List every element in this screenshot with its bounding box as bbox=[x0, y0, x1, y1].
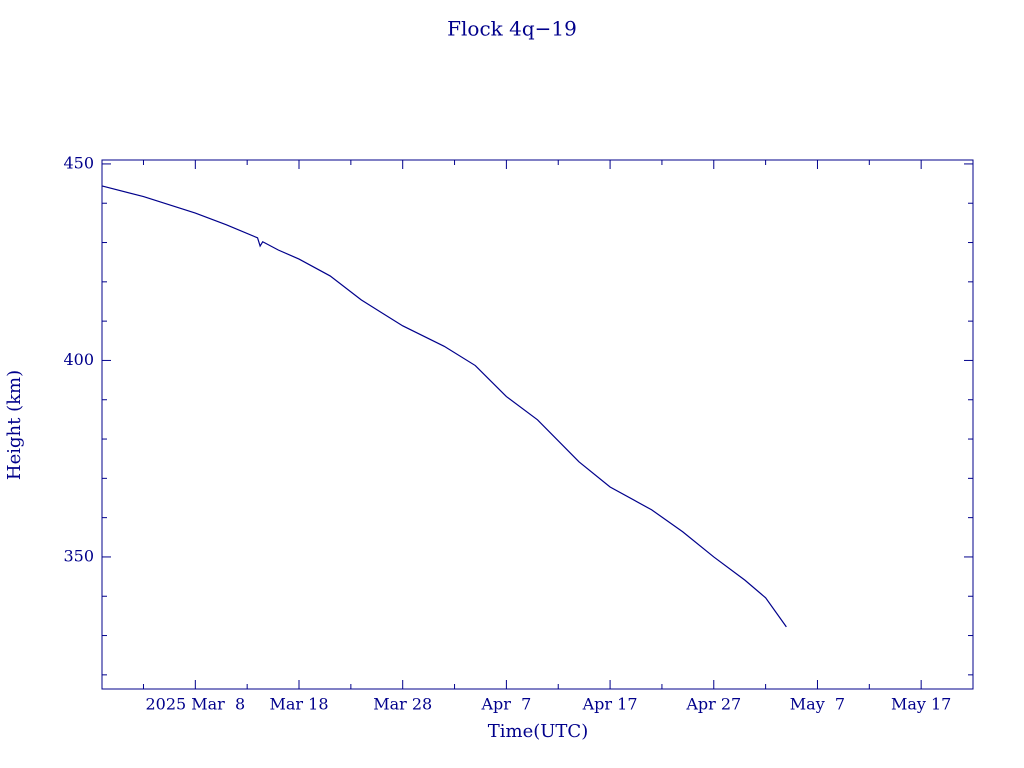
y-tick-label: 400 bbox=[63, 350, 94, 369]
y-tick-label: 350 bbox=[63, 546, 94, 565]
y-tick-label: 450 bbox=[63, 153, 94, 172]
chart-title: Flock 4q−19 bbox=[447, 17, 577, 41]
x-tick-label: Apr 7 bbox=[480, 695, 531, 714]
x-tick-label: Mar 28 bbox=[373, 695, 432, 714]
x-tick-label: May 17 bbox=[891, 695, 951, 714]
y-axis-label: Height (km) bbox=[4, 370, 25, 480]
x-tick-label: Mar 18 bbox=[270, 695, 329, 714]
x-tick-label: 2025 Mar 8 bbox=[145, 695, 245, 714]
x-axis-label: Time(UTC) bbox=[488, 721, 588, 742]
data-line bbox=[101, 185, 787, 628]
x-tick-label: May 7 bbox=[790, 695, 845, 714]
x-tick-label: Apr 27 bbox=[685, 695, 741, 714]
x-tick-label: Apr 17 bbox=[582, 695, 638, 714]
plot-frame bbox=[101, 159, 974, 690]
